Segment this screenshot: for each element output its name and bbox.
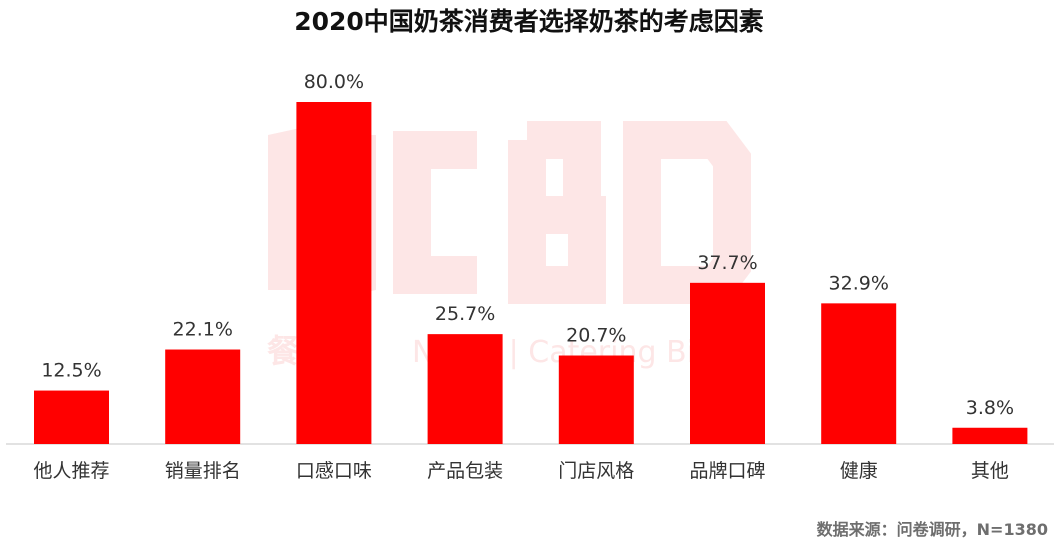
bars-layer (34, 102, 1028, 444)
value-label-1: 12.5% (41, 360, 101, 382)
value-label-2: 22.1% (173, 319, 233, 341)
value-label-8: 3.8% (966, 397, 1014, 419)
bar-6 (690, 282, 765, 444)
value-label-3: 80.0% (304, 71, 364, 93)
value-label-6: 37.7% (697, 252, 757, 274)
category-label-8: 其他 (971, 460, 1009, 482)
category-label-4: 产品包装 (427, 460, 503, 482)
bar-2 (165, 349, 241, 444)
value-label-7: 32.9% (829, 272, 889, 294)
bar-7 (821, 303, 897, 444)
category-label-6: 品牌口碑 (689, 460, 765, 482)
category-label-7: 健康 (840, 460, 878, 482)
category-label-1: 他人推荐 (33, 460, 109, 482)
bar-4 (427, 334, 503, 444)
bar-5 (558, 355, 634, 444)
bar-3 (296, 102, 372, 444)
value-label-5: 20.7% (566, 325, 626, 347)
bar-8 (952, 427, 1028, 444)
category-labels-layer: 他人推荐 销量排名 口感口味 产品包装 门店风格 品牌口碑 健康 其他 (33, 460, 1008, 482)
category-label-3: 口感口味 (296, 460, 372, 482)
category-label-5: 门店风格 (558, 460, 634, 482)
bar-1 (34, 390, 109, 444)
value-labels-layer: 12.5% 22.1% 80.0% 25.7% 20.7% 37.7% 32.9% 3.8% (41, 71, 1014, 419)
category-label-2: 销量排名 (165, 460, 241, 482)
data-source-note: 数据来源：问卷调研，N=1380 (816, 520, 1048, 539)
chart-title: 2020中国奶茶消费者选择奶茶的考虑因素 (294, 7, 764, 36)
value-label-4: 25.7% (435, 303, 495, 325)
